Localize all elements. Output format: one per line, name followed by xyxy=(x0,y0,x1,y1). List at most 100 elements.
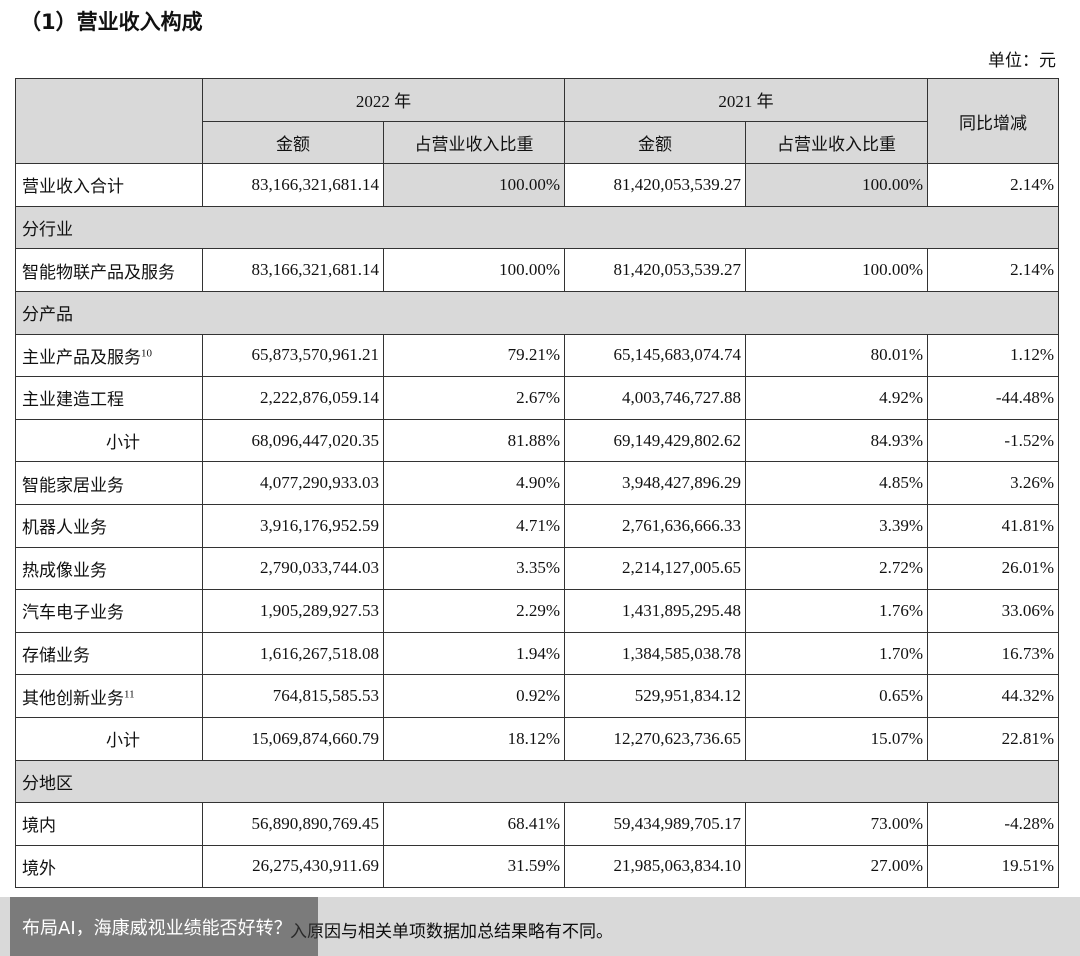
row-label: 境外 xyxy=(15,844,203,889)
row-label: 营业收入合计 xyxy=(15,163,203,207)
caption-box xyxy=(10,897,318,956)
value-cell: 529,951,834.12 xyxy=(564,674,746,718)
footnote-ref: 11 xyxy=(124,687,135,700)
row-label: 存储业务 xyxy=(15,631,203,676)
table-row: 存储业务 1,616,267,518.08 1.94% 1,384,585,038.7… xyxy=(15,631,1059,676)
value-cell: 26.01% xyxy=(927,546,1059,591)
value-cell: 68.41% xyxy=(383,802,565,846)
value-cell: 1,431,895,295.48 xyxy=(564,589,746,633)
row-label: 主业建造工程 xyxy=(15,376,203,420)
table-row: 机器人业务 3,916,176,952.59 4.71% 2,761,636,666.… xyxy=(15,503,1059,548)
label-text: 境内 xyxy=(22,816,56,836)
table-row: 营业收入合计 83,166,321,681.14 100.00% 81,420,053… xyxy=(15,163,1059,207)
value-cell: 26,275,430,911.69 xyxy=(202,844,384,889)
value-cell: 73.00% xyxy=(745,802,928,846)
corner-cell xyxy=(15,77,203,165)
value-cell: 2.29% xyxy=(383,589,565,633)
value-cell: 764,815,585.53 xyxy=(202,674,384,718)
sub-header: 占营业收入比重 xyxy=(383,120,565,165)
label-text: 主业建造工程 xyxy=(22,390,124,410)
value-cell: 3.26% xyxy=(927,461,1059,505)
row-label: 汽车电子业务 xyxy=(15,589,203,633)
value-cell: 2,790,033,744.03 xyxy=(202,546,384,591)
value-cell: 100.00% xyxy=(745,163,928,207)
label-text: 境外 xyxy=(22,858,56,878)
value-cell: 15.07% xyxy=(745,716,928,761)
value-cell: 33.06% xyxy=(927,589,1059,633)
value-cell: 3,948,427,896.29 xyxy=(564,461,746,505)
value-cell: 56,890,890,769.45 xyxy=(202,802,384,846)
value-cell: 81,420,053,539.27 xyxy=(564,163,746,207)
value-cell: 1.94% xyxy=(383,631,565,676)
value-cell: 1,905,289,927.53 xyxy=(202,589,384,633)
value-cell: 100.00% xyxy=(383,163,565,207)
label-text: 热成像业务 xyxy=(22,560,107,580)
value-cell: 4.85% xyxy=(745,461,928,505)
caption: 布局AI，海康威视业绩能否好转？ xyxy=(22,918,292,939)
table-row: 热成像业务 2,790,033,744.03 3.35% 2,214,127,005.… xyxy=(15,546,1059,591)
value-cell: 2.14% xyxy=(927,163,1059,207)
value-cell: 59,434,989,705.17 xyxy=(564,802,746,846)
value-cell: 84.93% xyxy=(745,418,928,463)
value-cell: 4.92% xyxy=(745,376,928,420)
value-cell: 65,873,570,961.21 xyxy=(202,333,384,378)
sub-header: 金额 xyxy=(564,120,746,165)
year-header: 2022 年 xyxy=(202,78,565,122)
value-cell: 81.88% xyxy=(383,418,565,463)
value-cell: -4.28% xyxy=(927,802,1059,846)
sub-header: 金额 xyxy=(202,120,384,165)
value-cell: -44.48% xyxy=(927,376,1059,420)
value-cell: 18.12% xyxy=(383,716,565,761)
row-label: 其他创新业务11 xyxy=(15,674,203,718)
label-text: 智能家居业务 xyxy=(22,475,124,495)
value-cell: 21,985,063,834.10 xyxy=(564,844,746,889)
value-cell: 4.71% xyxy=(383,503,565,548)
value-cell: 2.72% xyxy=(745,546,928,591)
header-row: 金额 占营业收入比重 金额 占营业收入比重 xyxy=(16,120,1059,165)
value-cell: 81,420,053,539.27 xyxy=(564,248,746,292)
value-cell: 4,077,290,933.03 xyxy=(202,461,384,505)
value-cell: 2.67% xyxy=(383,376,565,420)
table-row: 其他创新业务11 764,815,585.53 0.92% 529,951,834.1… xyxy=(15,674,1059,718)
table-row: 小计 15,069,874,660.79 18.12% 12,270,623,736.… xyxy=(15,716,1059,761)
change-header: 同比增减 xyxy=(927,77,1059,165)
row-label: 机器人业务 xyxy=(15,503,203,548)
revenue-table: 2022 年 2021 年 同比增减 金额 占营业收入比重 金额 占营业收入比重… xyxy=(15,77,1059,889)
value-cell: 27.00% xyxy=(745,844,928,889)
subtotal-label: 小计 xyxy=(15,716,203,761)
value-cell: 69,149,429,802.62 xyxy=(564,418,746,463)
label-text: 存储业务 xyxy=(22,646,90,666)
sub-header: 占营业收入比重 xyxy=(745,120,928,165)
value-cell: 2,222,876,059.14 xyxy=(202,376,384,420)
value-cell: 68,096,447,020.35 xyxy=(202,418,384,463)
label-text: 机器人业务 xyxy=(22,518,107,538)
value-cell: 3.35% xyxy=(383,546,565,591)
value-cell: 1,616,267,518.08 xyxy=(202,631,384,676)
table-row: 智能家居业务 4,077,290,933.03 4.90% 3,948,427,896… xyxy=(15,461,1059,505)
section-cell: 分产品 xyxy=(15,290,1059,335)
row-label: 境内 xyxy=(15,802,203,846)
value-cell: 79.21% xyxy=(383,333,565,378)
unit-label: 单位：元 xyxy=(988,51,1056,70)
value-cell: 1.76% xyxy=(745,589,928,633)
table-row: 小计 68,096,447,020.35 81.88% 69,149,429,802.… xyxy=(15,418,1059,463)
value-cell: 100.00% xyxy=(383,248,565,292)
value-cell: 22.81% xyxy=(927,716,1059,761)
value-cell: 31.59% xyxy=(383,844,565,889)
value-cell: 65,145,683,074.74 xyxy=(564,333,746,378)
value-cell: 1.12% xyxy=(927,333,1059,378)
table-row: 分地区 xyxy=(15,759,1059,804)
value-cell: 41.81% xyxy=(927,503,1059,548)
subtotal-label: 小计 xyxy=(15,418,203,463)
header-row: 2022 年 2021 年 同比增减 xyxy=(15,77,1059,165)
value-cell: 15,069,874,660.79 xyxy=(202,716,384,761)
year-header: 2021 年 xyxy=(564,78,928,122)
table-row: 境内 56,890,890,769.45 68.41% 59,434,989,705.… xyxy=(15,802,1059,846)
label-text: 智能物联产品及服务 xyxy=(22,262,175,282)
value-cell: 2.14% xyxy=(927,248,1059,292)
table-row: 主业产品及服务10 65,873,570,961.21 79.21% 65,145,6… xyxy=(15,333,1059,378)
row-label: 主业产品及服务10 xyxy=(15,333,203,378)
table-row: 主业建造工程 2,222,876,059.14 2.67% 4,003,746,727… xyxy=(15,376,1059,420)
value-cell: -1.52% xyxy=(927,418,1059,463)
table-row: 境外 26,275,430,911.69 31.59% 21,985,063,834.… xyxy=(15,844,1059,889)
